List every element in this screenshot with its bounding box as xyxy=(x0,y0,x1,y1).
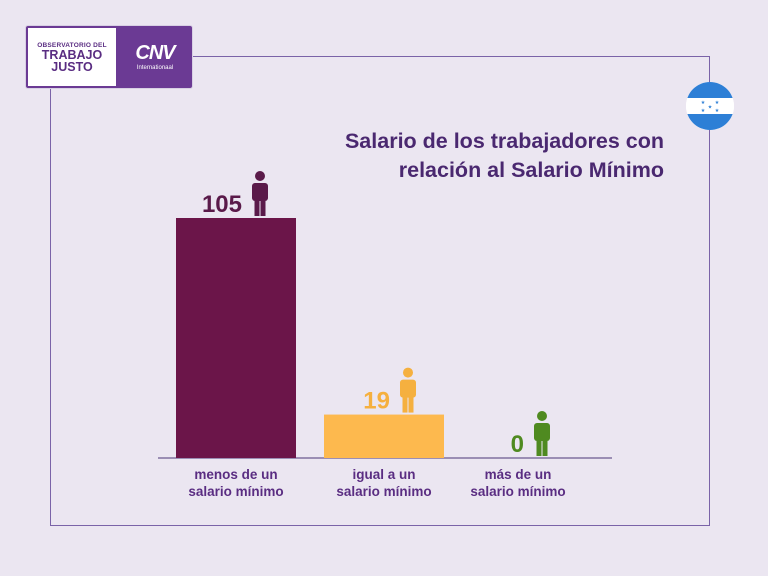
category-label-0-0: menos de un xyxy=(194,467,277,482)
cnv-mark: CNV xyxy=(135,42,175,64)
category-label-2-1: salario mínimo xyxy=(470,484,565,499)
bar-0 xyxy=(176,218,296,458)
svg-text:★: ★ xyxy=(708,105,713,111)
logo-line3: JUSTO xyxy=(51,59,93,74)
svg-text:★: ★ xyxy=(715,108,720,114)
logo-line1: OBSERVATORIO DEL xyxy=(37,41,107,49)
honduras-flag-icon: ★ ★ ★ ★ ★ xyxy=(686,82,734,130)
chart-title-line2: relación al Salario Mínimo xyxy=(398,158,664,182)
value-label-2: 0 xyxy=(511,431,524,458)
bar-1 xyxy=(324,414,444,458)
observatorio-wordmark: OBSERVATORIO DEL TRABAJO JUSTO xyxy=(26,26,118,88)
chart-title-line1: Salario de los trabajadores con xyxy=(344,129,664,153)
observatorio-logo: OBSERVATORIO DEL TRABAJO JUSTO CNV Inter… xyxy=(26,26,192,88)
person-icon-0 xyxy=(252,171,268,216)
svg-text:★: ★ xyxy=(715,100,720,106)
category-label-2-0: más de un xyxy=(485,467,552,482)
category-label-1-0: igual a un xyxy=(352,467,415,482)
person-icon-2 xyxy=(534,411,550,456)
chart-title: Salario de los trabajadores con relación… xyxy=(345,127,664,185)
category-label-1-1: salario mínimo xyxy=(336,484,431,499)
cnv-logo: CNV Internationaal xyxy=(118,26,192,88)
person-icon-1 xyxy=(400,367,416,413)
category-label-0-1: salario mínimo xyxy=(188,484,283,499)
logo-line2: TRABAJO xyxy=(41,47,103,62)
svg-text:★: ★ xyxy=(701,108,706,114)
value-label-1: 19 xyxy=(363,388,390,415)
svg-text:★: ★ xyxy=(701,100,706,106)
cnv-subtitle: Internationaal xyxy=(136,65,174,71)
value-label-0: 105 xyxy=(202,191,242,218)
chart-frame xyxy=(50,56,710,526)
